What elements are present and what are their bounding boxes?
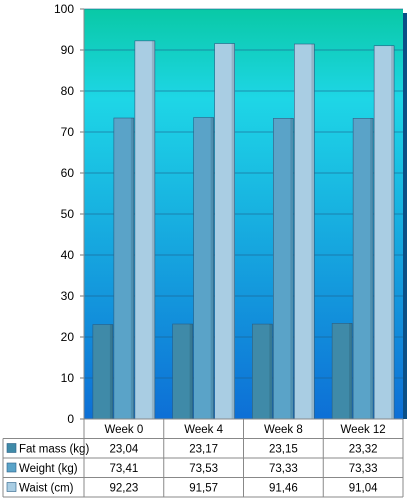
x-tick-label: Week 12 — [341, 424, 386, 436]
data-label: 23,32 — [349, 444, 378, 456]
data-label: 91,57 — [189, 483, 218, 495]
y-tick-label: 90 — [61, 43, 75, 57]
data-label: 73,53 — [189, 463, 218, 475]
legend-swatch — [6, 462, 17, 473]
y-tick-label: 100 — [54, 2, 74, 16]
x-tick-label: Week 8 — [264, 424, 303, 436]
data-label: 91,46 — [269, 483, 298, 495]
legend-label: Waist (cm) — [19, 483, 74, 495]
bar-shade — [151, 40, 155, 420]
bar-shade — [210, 117, 214, 419]
y-tick-label: 70 — [61, 125, 75, 139]
bar-shade — [109, 324, 113, 419]
bar-shade — [290, 118, 294, 420]
bar-shade — [231, 43, 235, 420]
y-tick-label: 20 — [61, 330, 75, 344]
y-tick-label: 40 — [61, 248, 75, 262]
data-label: 91,04 — [349, 483, 378, 495]
y-tick-label: 30 — [61, 289, 75, 303]
bar-shade — [349, 323, 353, 419]
bar-shade — [130, 118, 134, 420]
bar-shade — [370, 118, 374, 420]
legend-label: Fat mass (kg) — [19, 444, 89, 456]
data-label: 73,33 — [349, 463, 378, 475]
legend-label: Weight (kg) — [19, 463, 78, 475]
x-tick-label: Week 4 — [184, 424, 223, 436]
bar-shade — [189, 324, 193, 419]
x-tick-label: Week 0 — [104, 424, 143, 436]
bar-shade — [269, 324, 273, 419]
y-tick-label: 0 — [67, 412, 74, 426]
legend-swatch — [6, 443, 17, 453]
data-label: 23,17 — [189, 444, 218, 456]
y-tick-label: 80 — [61, 84, 75, 98]
bar-shade — [391, 45, 395, 420]
data-label: 73,33 — [269, 463, 298, 475]
data-label: 23,04 — [109, 444, 138, 456]
y-tick-label: 50 — [61, 207, 75, 221]
y-tick-label: 10 — [61, 371, 75, 385]
y-tick-label: 60 — [61, 166, 75, 180]
data-label: 92,23 — [109, 483, 138, 495]
data-label: 73,41 — [109, 463, 138, 475]
legend-swatch — [6, 482, 17, 492]
data-label: 23,15 — [269, 444, 298, 456]
plot-side-wall — [403, 13, 407, 419]
bar-shade — [311, 44, 315, 419]
